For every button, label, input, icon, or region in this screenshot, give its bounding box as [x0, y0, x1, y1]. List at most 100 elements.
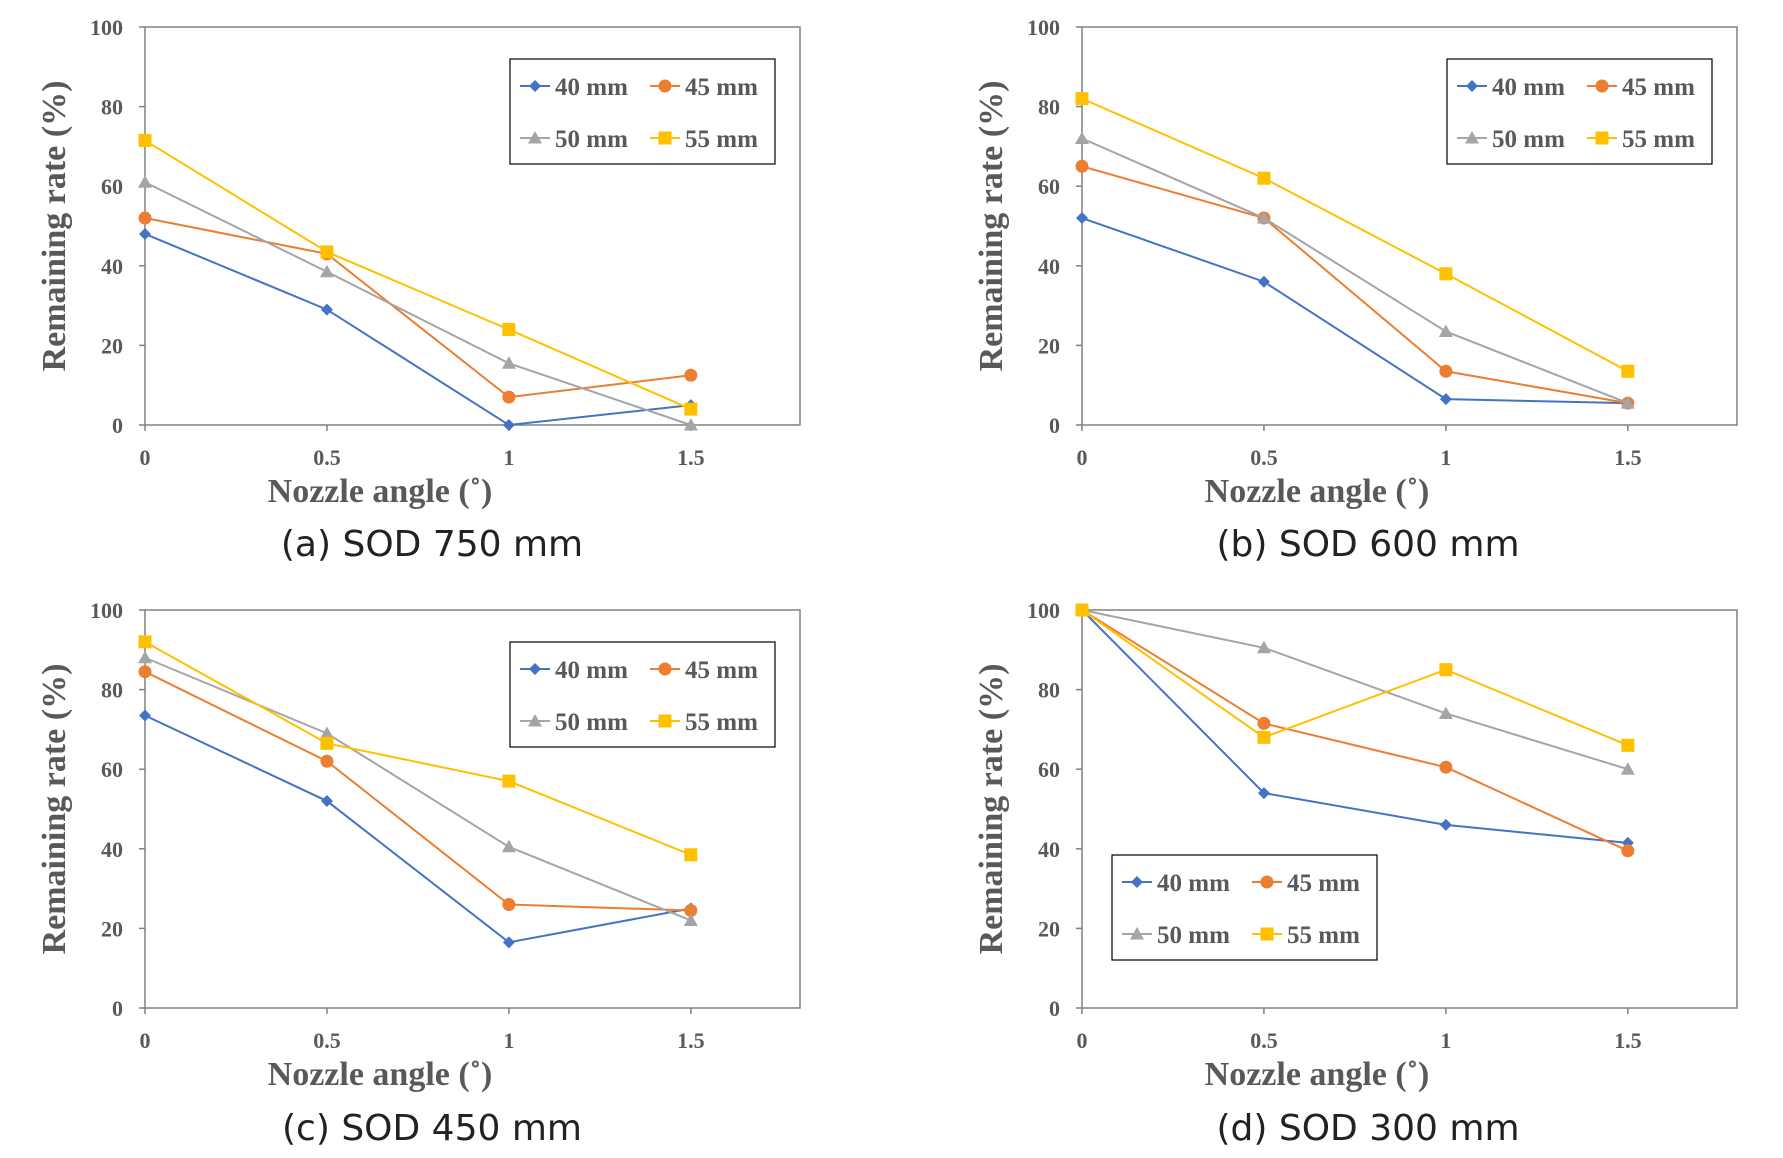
data-point-40-mm [502, 419, 515, 431]
chart-panel-1: 0 20 40 60 80 100 0 0.5 1 1.5 Nozzle angle (˚) Rema… [36, 15, 801, 565]
data-point-50-mm [1620, 396, 1635, 409]
legend-label: 50 mm [1157, 922, 1230, 949]
data-point-55-mm [502, 774, 516, 788]
plot-area [144, 26, 801, 426]
legend-label: 55 mm [1287, 922, 1360, 949]
y-tick-label: 60 [101, 174, 123, 199]
y-tick-label: 40 [1038, 254, 1060, 279]
x-tick-label: 0 [1077, 445, 1088, 470]
data-point-45-mm [320, 754, 334, 768]
x-tick-label: 0.5 [1250, 445, 1278, 470]
data-point-55-mm [138, 133, 152, 147]
series-line-40-mm [144, 714, 692, 944]
data-point-45-mm [1075, 159, 1089, 173]
data-point-40-mm [502, 936, 515, 949]
data-point-50-mm [138, 175, 152, 188]
legend-marker [528, 714, 542, 727]
legend-item: 55 mm [650, 126, 758, 153]
data-point-40-mm [1076, 212, 1088, 225]
legend-label: 50 mm [555, 709, 628, 736]
data-point-55-mm [684, 402, 698, 416]
data-point-45-mm [1439, 364, 1453, 378]
x-tick-label: 0.5 [313, 1028, 341, 1053]
data-point-45-mm [502, 390, 516, 404]
y-tick-label: 80 [101, 95, 123, 120]
x-axis-title: Nozzle angle (˚) [1205, 473, 1430, 510]
y-tick-label: 20 [1038, 333, 1060, 358]
legend-marker [658, 662, 672, 676]
data-point-40-mm [1439, 393, 1452, 406]
legend-label: 55 mm [1622, 126, 1695, 153]
data-point-55-mm [1439, 267, 1453, 281]
legend-marker [1595, 79, 1609, 93]
y-tick-label: 60 [1038, 757, 1060, 782]
legend-marker [1595, 131, 1609, 145]
data-point-45-mm [684, 903, 698, 917]
series-line-55-mm [1081, 97, 1629, 373]
legend-marker [1260, 875, 1274, 889]
data-point-55-mm [1075, 92, 1089, 106]
data-point-50-mm [683, 418, 698, 431]
y-tick-label: 60 [1038, 174, 1060, 199]
series-line-50-mm [1081, 609, 1629, 771]
x-tick-label: 1 [1440, 445, 1451, 470]
y-axis-title: Remaining rate (%) [36, 664, 73, 955]
data-point-55-mm [1257, 730, 1271, 744]
legend-marker [1465, 131, 1479, 144]
legend-label: 45 mm [685, 74, 758, 101]
data-point-40-mm [320, 795, 333, 808]
x-tick-label: 0 [140, 445, 151, 470]
series-line-45-mm [1081, 165, 1629, 405]
legend-item: 45 mm [650, 74, 758, 101]
data-point-55-mm [1439, 663, 1453, 677]
legend-item: 45 mm [1587, 74, 1695, 101]
legend-item: 45 mm [1252, 870, 1360, 897]
data-point-55-mm [320, 245, 334, 259]
x-tick-label: 1 [503, 1028, 514, 1053]
legend-item: 40 mm [520, 657, 628, 684]
x-tick-label: 1 [503, 445, 514, 470]
y-tick-label: 80 [1038, 678, 1060, 703]
legend-label: 40 mm [555, 74, 628, 101]
y-tick-label: 40 [101, 837, 123, 862]
data-point-50-mm [1075, 131, 1089, 144]
legend-label: 45 mm [685, 657, 758, 684]
x-axis-title: Nozzle angle (˚) [268, 473, 493, 510]
panel-caption: (d) SOD 300 mm [1216, 1108, 1519, 1149]
x-tick-label: 1 [1440, 1028, 1451, 1053]
legend-item: 50 mm [520, 709, 628, 736]
data-point-50-mm [319, 264, 334, 278]
series-line-40-mm [144, 233, 691, 427]
y-tick-label: 100 [1027, 598, 1060, 623]
x-tick-label: 1.5 [1614, 1028, 1642, 1053]
x-tick-label: 1.5 [677, 445, 705, 470]
data-point-55-mm [138, 635, 152, 649]
x-tick-label: 0 [140, 1028, 151, 1053]
data-point-45-mm [1257, 716, 1271, 730]
legend: 40 mm 45 mm 50 mm 55 mm [509, 58, 776, 165]
data-point-50-mm [319, 726, 334, 739]
y-tick-label: 0 [112, 413, 123, 438]
y-tick-label: 100 [90, 598, 123, 623]
data-point-50-mm [1438, 324, 1453, 337]
legend-label: 45 mm [1287, 870, 1360, 897]
y-tick-label: 80 [101, 678, 123, 703]
data-point-40-mm [1439, 818, 1452, 831]
data-point-45-mm [138, 211, 152, 225]
series-line-45-mm [1081, 609, 1629, 852]
legend-marker [1260, 927, 1274, 941]
legend-label: 40 mm [1492, 74, 1565, 101]
data-point-50-mm [1438, 706, 1453, 719]
series-line-45-mm [144, 670, 691, 912]
x-tick-label: 0.5 [313, 445, 341, 470]
legend-label: 55 mm [685, 709, 758, 736]
data-point-55-mm [1621, 364, 1635, 378]
y-tick-label: 20 [101, 333, 123, 358]
data-point-40-mm [320, 303, 333, 316]
plot-area [1081, 26, 1738, 426]
legend-item: 40 mm [1122, 870, 1230, 897]
y-tick-label: 100 [90, 15, 123, 40]
series-line-50-mm [144, 656, 692, 922]
data-point-55-mm [1075, 603, 1089, 617]
